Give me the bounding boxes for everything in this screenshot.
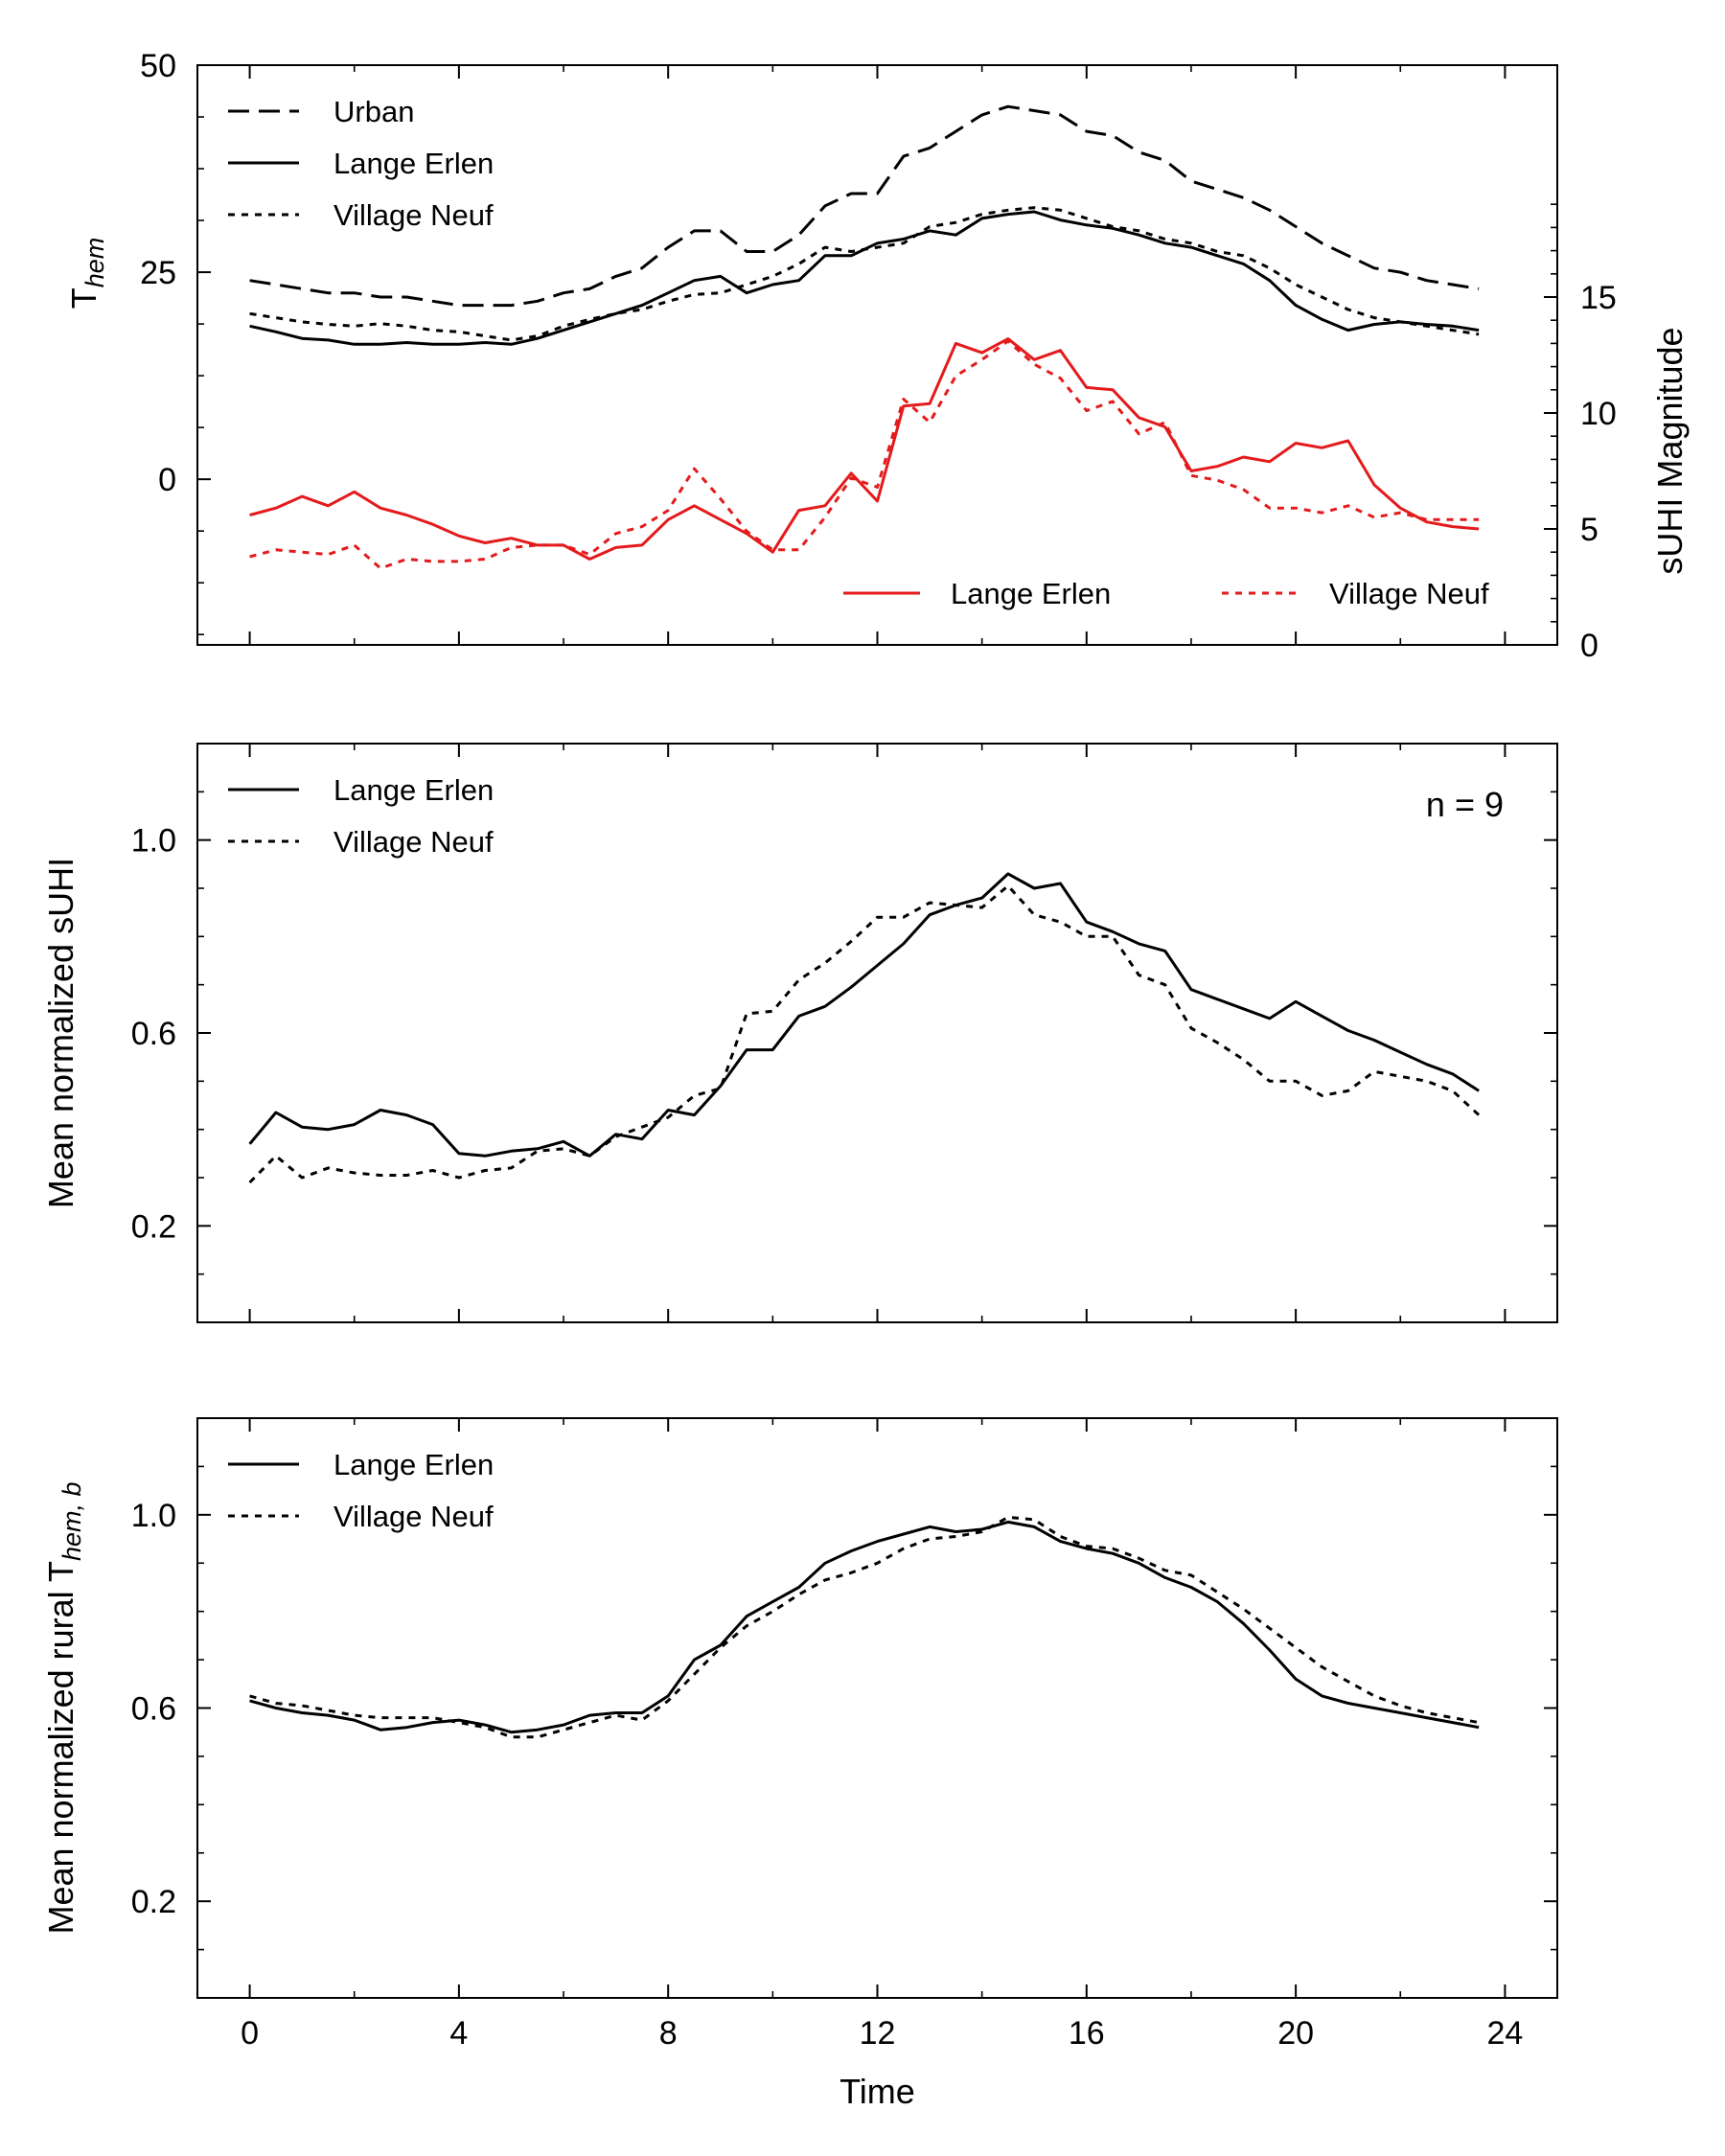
y-axis-title: Mean normalized rural Them, b: [41, 1481, 86, 1934]
panel-1: 0 25 50 0 5 10 15 sUHI Magnitude Them Urban Lange …: [64, 48, 1690, 664]
x-tick-label: 24: [1487, 2015, 1524, 2052]
legend-label: Lange Erlen: [334, 1448, 494, 1481]
y-axis-title-main: Mean normalized sUHI: [41, 858, 80, 1208]
y-axis-title: Them: [64, 238, 109, 310]
x-tick-label: 4: [449, 2015, 468, 2052]
legend-label: Urban: [334, 95, 414, 128]
legend-label: Lange Erlen: [334, 147, 494, 180]
y2-axis-title: sUHI Magnitude: [1650, 327, 1690, 574]
y-tick-label: 0: [158, 462, 176, 498]
x-tick-label: 12: [860, 2015, 896, 2052]
series-village-neuf: [249, 1515, 1480, 1739]
y2-tick-label: 0: [1580, 628, 1598, 664]
legend-label: Village Neuf: [334, 825, 494, 859]
y-axis-title-main: T: [64, 287, 104, 309]
y2-tick-label: 15: [1580, 280, 1617, 316]
y-axis-title-subscript: hem, b: [58, 1481, 86, 1561]
series-village-neuf: [249, 206, 1480, 342]
x-axis-title: Time: [840, 2072, 915, 2111]
x-tick-label: 20: [1277, 2015, 1314, 2052]
x-tick-label: 8: [659, 2015, 678, 2052]
series-lange-erlen: [248, 872, 1480, 1158]
y-tick-label: 25: [140, 255, 176, 291]
legend-label-suhi: Village Neuf: [1329, 577, 1489, 610]
y-tick-label: 0.6: [131, 1691, 176, 1728]
y-axis-title: Mean normalized sUHI: [41, 858, 80, 1208]
panel-3: 0 4 8 12 16 20 24 0.2 0.6 1.0 Mean normalized rura…: [41, 1417, 1558, 2111]
legend-label: Lange Erlen: [334, 773, 494, 807]
sample-size-annotation: n = 9: [1426, 785, 1504, 824]
y-tick-label: 50: [140, 48, 176, 84]
series-lange-erlen-suhi: [249, 337, 1480, 561]
y-tick-label: 0.2: [131, 1884, 176, 1920]
y2-tick-label: 5: [1580, 512, 1598, 548]
panel-2: 0.2 0.6 1.0 Mean normalized sUHI Lange Erlen…: [41, 743, 1558, 1323]
y-tick-label: 0.6: [131, 1016, 176, 1052]
series-lange-erlen: [249, 1520, 1480, 1734]
series-village-neuf-suhi: [249, 339, 1480, 570]
y2-tick-label: 10: [1580, 396, 1617, 432]
y-tick-label: 1.0: [131, 1498, 176, 1534]
y-tick-label: 0.2: [131, 1208, 176, 1245]
x-tick-label: 0: [241, 2015, 259, 2052]
legend-label: Village Neuf: [334, 1500, 494, 1533]
y-axis-title-main: Mean normalized rural T: [41, 1561, 80, 1935]
y-tick-label: 1.0: [131, 823, 176, 860]
legend-label: Village Neuf: [334, 198, 494, 232]
x-tick-label: 16: [1069, 2015, 1105, 2052]
series-urban: [249, 104, 1480, 308]
series-village-neuf: [248, 884, 1481, 1184]
y-axis-title-subscript: hem: [80, 238, 109, 288]
legend-label-suhi: Lange Erlen: [951, 577, 1111, 610]
